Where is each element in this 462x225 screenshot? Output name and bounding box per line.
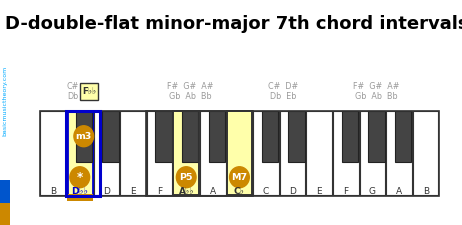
Text: F: F bbox=[343, 187, 348, 196]
Text: B: B bbox=[423, 187, 429, 196]
Text: A: A bbox=[210, 187, 216, 196]
Circle shape bbox=[230, 167, 249, 188]
Text: Db  Eb: Db Eb bbox=[270, 92, 297, 101]
Text: D: D bbox=[289, 187, 296, 196]
Circle shape bbox=[70, 167, 90, 188]
Text: C#  D#: C# D# bbox=[268, 82, 298, 91]
Text: M7: M7 bbox=[231, 173, 248, 182]
Text: P5: P5 bbox=[179, 173, 193, 182]
Text: A♭♭: A♭♭ bbox=[178, 187, 194, 196]
Bar bbox=[40, 111, 439, 196]
Text: B: B bbox=[50, 187, 56, 196]
Bar bbox=[67, 111, 92, 195]
Bar bbox=[146, 111, 253, 196]
Text: A: A bbox=[396, 187, 402, 196]
Text: m3: m3 bbox=[76, 132, 92, 141]
Bar bbox=[306, 111, 332, 195]
Text: G: G bbox=[369, 187, 376, 196]
Bar bbox=[333, 111, 359, 195]
Text: Gb  Ab  Bb: Gb Ab Bb bbox=[355, 92, 398, 101]
Bar bbox=[413, 111, 438, 195]
Text: Db: Db bbox=[67, 92, 79, 101]
Bar bbox=[227, 111, 252, 195]
Bar bbox=[253, 111, 279, 195]
Bar bbox=[395, 111, 411, 162]
Text: C♭: C♭ bbox=[234, 187, 245, 196]
Bar bbox=[208, 111, 225, 162]
Circle shape bbox=[176, 167, 196, 188]
Bar bbox=[147, 111, 172, 195]
Bar bbox=[173, 111, 199, 195]
Bar bbox=[67, 194, 92, 201]
Text: D♭♭: D♭♭ bbox=[71, 187, 88, 196]
Text: F#  G#  A#: F# G# A# bbox=[353, 82, 400, 91]
Bar bbox=[200, 111, 225, 195]
Text: F: F bbox=[157, 187, 162, 196]
Text: C#: C# bbox=[67, 82, 79, 91]
Bar bbox=[173, 111, 199, 195]
Text: Gb  Ab  Bb: Gb Ab Bb bbox=[169, 92, 212, 101]
Bar bbox=[280, 111, 305, 195]
Text: F#  G#  A#: F# G# A# bbox=[167, 82, 213, 91]
Bar bbox=[360, 111, 385, 195]
Bar bbox=[94, 111, 119, 195]
Bar bbox=[75, 111, 92, 162]
Text: C: C bbox=[263, 187, 269, 196]
Bar bbox=[386, 111, 412, 195]
Bar bbox=[182, 111, 199, 162]
Bar bbox=[288, 111, 305, 162]
Text: E: E bbox=[316, 187, 322, 196]
Bar bbox=[0, 180, 10, 202]
Bar bbox=[227, 111, 252, 195]
Text: F♭♭: F♭♭ bbox=[82, 87, 96, 96]
Bar bbox=[262, 111, 278, 162]
Text: basicmusictheory.com: basicmusictheory.com bbox=[3, 66, 7, 136]
Text: *: * bbox=[77, 171, 83, 184]
Bar bbox=[0, 202, 10, 225]
Bar bbox=[368, 111, 385, 162]
Bar bbox=[67, 111, 100, 196]
Text: E: E bbox=[130, 187, 136, 196]
Circle shape bbox=[74, 126, 94, 147]
Bar bbox=[40, 111, 66, 195]
FancyBboxPatch shape bbox=[80, 83, 98, 100]
Bar bbox=[120, 111, 146, 195]
Bar bbox=[155, 111, 172, 162]
Text: D: D bbox=[103, 187, 110, 196]
Bar bbox=[341, 111, 358, 162]
Bar bbox=[102, 111, 119, 162]
Title: D-double-flat minor-major 7th chord intervals: D-double-flat minor-major 7th chord inte… bbox=[5, 15, 462, 33]
